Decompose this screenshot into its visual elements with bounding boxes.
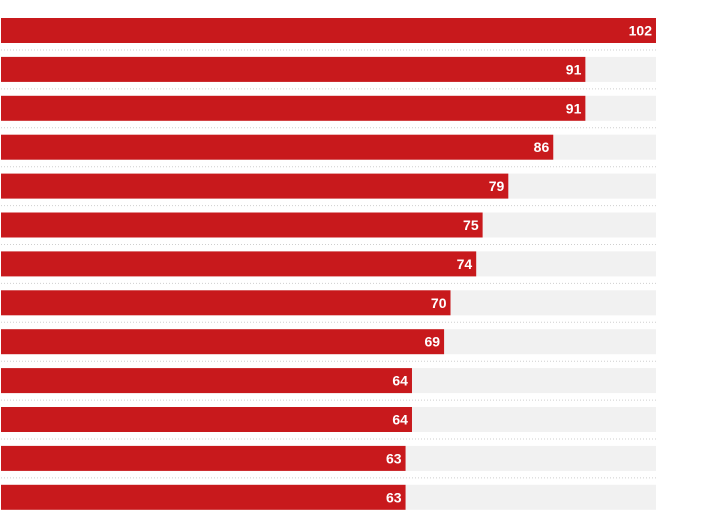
bar	[1, 290, 451, 316]
bar	[1, 329, 445, 355]
data-label: 74	[457, 256, 473, 272]
data-label: 63	[386, 450, 402, 466]
data-label: 102	[629, 23, 653, 39]
data-label: 91	[566, 100, 582, 116]
data-label: 69	[425, 334, 441, 350]
bar	[1, 18, 656, 43]
data-label: 75	[463, 217, 479, 233]
data-label: 64	[392, 412, 408, 428]
data-label: 91	[566, 61, 582, 77]
bar	[1, 95, 586, 121]
bar	[1, 407, 412, 432]
bar	[1, 484, 406, 510]
bar	[1, 173, 509, 199]
data-label: 86	[534, 139, 550, 155]
bar	[1, 134, 554, 160]
data-label: 79	[489, 178, 505, 194]
data-label: 64	[392, 373, 408, 389]
data-label: 63	[386, 489, 402, 505]
data-label: 70	[431, 295, 447, 311]
bar	[1, 56, 586, 82]
bar	[1, 251, 477, 277]
bar	[1, 445, 406, 471]
bar	[1, 212, 483, 238]
bar	[1, 368, 412, 394]
